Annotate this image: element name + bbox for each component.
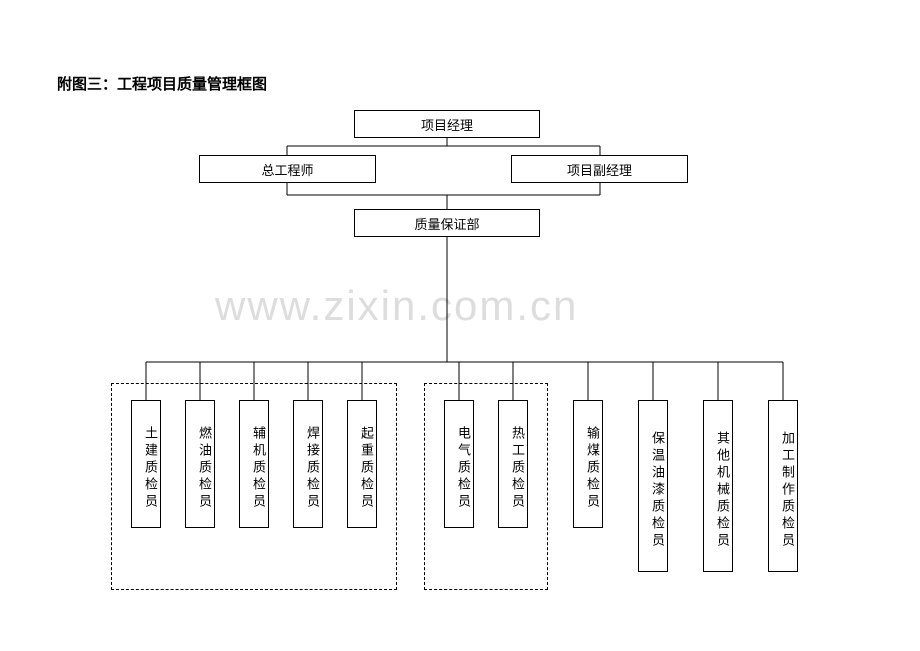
node-thermal: 热工质检员 — [498, 400, 528, 528]
watermark-text: www.zixin.com.cn — [215, 282, 578, 330]
node-qa-dept: 质量保证部 — [354, 209, 540, 237]
node-electrical: 电气质检员 — [444, 400, 474, 528]
node-civil: 土建质检员 — [131, 400, 161, 528]
node-coal: 输煤质检员 — [573, 400, 603, 528]
node-insulation: 保温油漆质检员 — [638, 400, 668, 572]
node-deputy-pm: 项目副经理 — [511, 155, 688, 183]
node-fuel: 燃油质检员 — [185, 400, 215, 528]
dashed-group-group-2 — [424, 383, 548, 590]
node-weld: 焊接质检员 — [293, 400, 323, 528]
diagram-title: 附图三：工程项目质量管理框图 — [57, 73, 267, 94]
node-chief-eng: 总工程师 — [199, 155, 376, 183]
node-fab: 加工制作质检员 — [768, 400, 798, 572]
node-pm: 项目经理 — [354, 110, 540, 138]
node-lift: 起重质检员 — [347, 400, 377, 528]
node-mech: 其他机械质检员 — [703, 400, 733, 572]
node-aux: 辅机质检员 — [239, 400, 269, 528]
